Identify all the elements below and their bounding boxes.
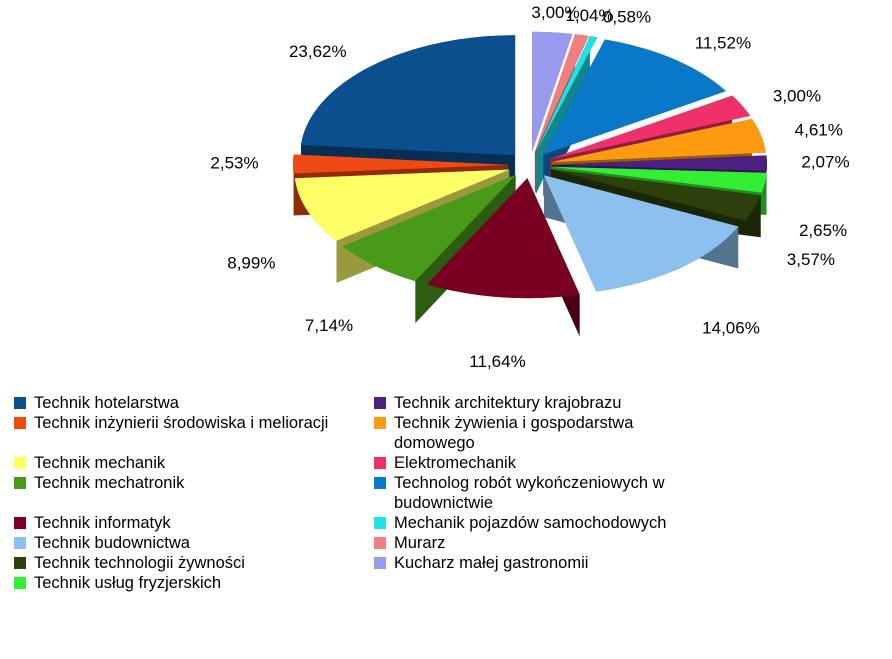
- slice: [300, 35, 516, 156]
- data-label: 4,61%: [795, 121, 843, 140]
- legend-label: Technik mechatronik: [34, 474, 185, 492]
- legend-item: Technik architektury krajobrazu: [374, 393, 734, 413]
- legend-item: Technik informatyk: [14, 513, 374, 533]
- legend-label: Technik architektury krajobrazu: [394, 394, 622, 412]
- legend-swatch: [374, 517, 386, 529]
- data-label: 7,14%: [305, 316, 353, 335]
- legend-label: Technik żywienia i gospodarstwa domowego: [394, 414, 634, 452]
- legend-label: Technik technologii żywności: [34, 554, 245, 572]
- data-label: 2,07%: [801, 152, 849, 171]
- legend-item: Murarz: [374, 533, 734, 553]
- legend-label: Technik hotelarstwa: [34, 394, 179, 412]
- slice: [293, 154, 509, 174]
- legend-item: Technik mechanik: [14, 453, 374, 473]
- legend-swatch: [14, 457, 26, 469]
- legend-swatch: [14, 577, 26, 589]
- legend-swatch: [374, 457, 386, 469]
- legend-item: Technik żywienia i gospodarstwa domowego: [374, 413, 734, 453]
- legend-swatch: [14, 477, 26, 489]
- data-label: 1,04%: [565, 6, 613, 25]
- legend-swatch: [374, 477, 386, 489]
- legend-item: Technik mechatronik: [14, 473, 374, 513]
- legend-swatch: [14, 397, 26, 409]
- data-label: 23,62%: [289, 42, 347, 61]
- legend-item: Elektromechanik: [374, 453, 734, 473]
- legend-label: Elektromechanik: [394, 454, 516, 472]
- data-label: 2,65%: [799, 221, 847, 240]
- slice: [294, 169, 510, 241]
- legend-label: Technik usług fryzjerskich: [34, 574, 222, 592]
- legend-label: Technolog robót wykończeniowych w budown…: [394, 474, 665, 512]
- slice: [532, 31, 573, 152]
- legend-label: Technik informatyk: [34, 514, 171, 532]
- slice: [543, 39, 726, 155]
- data-label: 3,00%: [773, 86, 821, 105]
- legend-swatch: [14, 537, 26, 549]
- slice: [342, 175, 516, 282]
- data-label: 11,64%: [469, 352, 525, 371]
- legend-item: Technik budownictwa: [14, 533, 374, 553]
- legend-label: Technik budownictwa: [34, 534, 190, 552]
- legend-item: Technik inżynierii środowiska i meliorac…: [14, 413, 374, 453]
- slice: [551, 166, 767, 193]
- slice: [534, 34, 589, 153]
- data-label: 0,58%: [603, 8, 651, 27]
- data-label: 2,53%: [210, 153, 258, 172]
- legend-item: Kucharz małej gastronomii: [374, 553, 734, 573]
- slice: [550, 169, 761, 221]
- legend-label: Technik inżynierii środowiska i meliorac…: [34, 414, 329, 432]
- legend-swatch: [374, 557, 386, 569]
- data-label: 8,99%: [227, 253, 275, 272]
- legend-item: Technik usług fryzjerskich: [14, 573, 374, 593]
- data-label: 3,57%: [787, 250, 835, 269]
- data-label: 11,52%: [695, 33, 751, 52]
- slice: [549, 95, 751, 160]
- legend-swatch: [374, 417, 386, 429]
- data-label: 14,06%: [702, 318, 760, 337]
- legend-label: Mechanik pojazdów samochodowych: [394, 514, 667, 532]
- legend: Technik hotelarstwa Technik architektury …: [14, 393, 734, 593]
- legend-label: Kucharz małej gastronomii: [394, 554, 589, 572]
- legend-item: Technik technologii żywności: [14, 553, 374, 573]
- chart: 23,62% 2,53% 8,99% 7,14% 11,64% 14,06% 3,57% 2,…: [210, 3, 849, 371]
- legend-swatch: [374, 397, 386, 409]
- legend-item: Technik hotelarstwa: [14, 393, 374, 413]
- slice: [551, 118, 766, 163]
- legend-swatch: [14, 517, 26, 529]
- legend-swatch: [374, 537, 386, 549]
- slice: [535, 36, 598, 153]
- legend-item: Technolog robót wykończeniowych w budown…: [374, 473, 734, 513]
- slice: [543, 175, 739, 292]
- legend-label: Murarz: [394, 534, 446, 552]
- legend-swatch: [14, 557, 26, 569]
- slice: [551, 155, 767, 171]
- legend-swatch: [14, 417, 26, 429]
- legend-label: Technik mechanik: [34, 454, 166, 472]
- slice: [427, 178, 580, 299]
- legend-item: Mechanik pojazdów samochodowych: [374, 513, 734, 533]
- data-label: 3,00%: [531, 3, 579, 22]
